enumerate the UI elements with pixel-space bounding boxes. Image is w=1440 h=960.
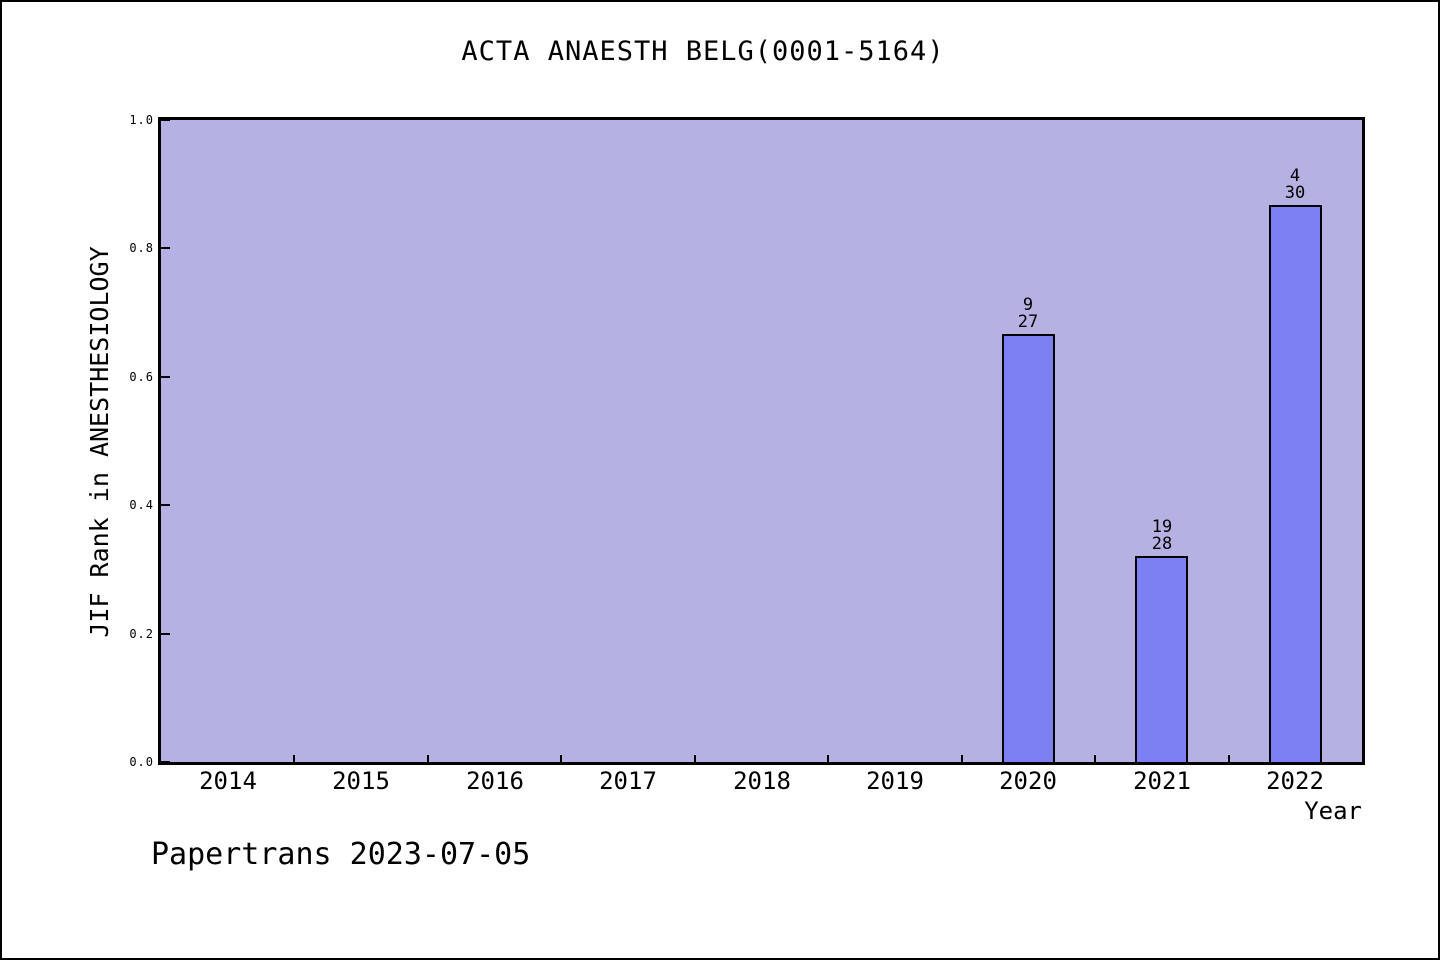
bar-rank: 4: [1289, 166, 1301, 186]
bar-total: 30: [1284, 183, 1306, 203]
bar-total: 27: [1017, 312, 1039, 332]
y-axis-label: JIF Rank in ANESTHESIOLOGY: [85, 246, 114, 638]
y-tick-label: 1.0: [129, 113, 154, 127]
x-axis-label: Year: [1304, 797, 1362, 825]
y-tick-label: 0.8: [129, 241, 154, 255]
x-tick-label: 2017: [599, 767, 657, 795]
x-minor-tick: [961, 755, 963, 762]
bar-total: 28: [1151, 534, 1173, 554]
y-tick-label: 0.6: [129, 370, 154, 384]
y-tick: [161, 376, 170, 378]
x-tick-label: 2014: [199, 767, 257, 795]
bar-2022: [1269, 205, 1322, 762]
x-tick-label: 2020: [999, 767, 1057, 795]
x-minor-tick: [694, 755, 696, 762]
bar-2021: [1135, 556, 1188, 762]
x-minor-tick: [1094, 755, 1096, 762]
x-minor-tick: [1228, 755, 1230, 762]
bar-2020: [1002, 334, 1055, 762]
x-minor-tick: [427, 755, 429, 762]
y-tick: [161, 761, 170, 763]
y-tick-label: 0.2: [129, 627, 154, 641]
y-tick: [161, 633, 170, 635]
plot-area: 9 27 19 28 4 30: [158, 117, 1365, 765]
bar-rank: 9: [1022, 295, 1034, 315]
x-tick-label: 2022: [1266, 767, 1324, 795]
watermark-text: Papertrans 2023-07-05: [151, 837, 531, 872]
bar-annotation-2021: 19 28: [1117, 519, 1207, 553]
y-tick: [161, 119, 170, 121]
x-minor-tick: [293, 755, 295, 762]
x-tick-label: 2021: [1133, 767, 1191, 795]
y-tick: [161, 504, 170, 506]
y-tick-label: 0.4: [129, 498, 154, 512]
x-tick-label: 2019: [866, 767, 924, 795]
plot-inner: 9 27 19 28 4 30: [161, 119, 1362, 763]
x-tick-label: 2015: [332, 767, 390, 795]
x-tick-label: 2018: [733, 767, 791, 795]
y-tick-label: 0.0: [129, 755, 154, 769]
bar-annotation-2020: 9 27: [983, 297, 1073, 331]
y-tick: [161, 247, 170, 249]
x-tick-label: 2016: [466, 767, 524, 795]
x-minor-tick: [560, 755, 562, 762]
bar-rank: 19: [1151, 517, 1173, 537]
bar-annotation-2022: 4 30: [1250, 168, 1340, 202]
x-minor-tick: [827, 755, 829, 762]
chart-title: ACTA ANAESTH BELG(0001-5164): [461, 36, 945, 67]
